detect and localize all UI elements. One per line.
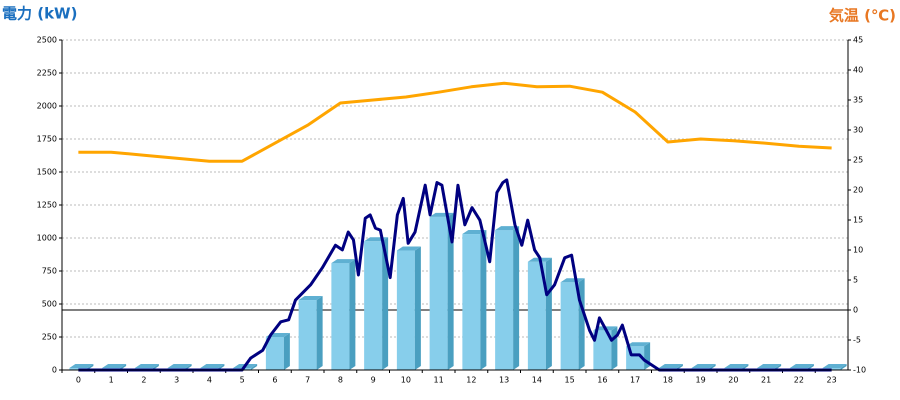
y2-tick-label: 20 [853,186,863,195]
y-tick-label: 500 [42,300,57,309]
bar-top [167,364,192,369]
y2-tick-label: 40 [853,66,863,75]
x-tick-label: 8 [338,376,343,385]
bar-top [658,364,683,369]
x-tick-label: 9 [371,376,376,385]
bar-front [364,241,383,370]
x-tick-label: 20 [728,376,738,385]
y2-tick-label: 25 [853,156,863,165]
bar-front [298,300,317,370]
bar-side [545,257,552,370]
bar-top [200,364,225,369]
x-tick-label: 12 [466,376,476,385]
bar-side [644,342,651,370]
bar-top [724,364,749,369]
y-tick-label: 1750 [37,135,57,144]
y2-tick-label: 10 [853,246,863,255]
bar-top [495,226,520,231]
x-tick-label: 10 [401,376,411,385]
bar-top [102,364,127,369]
y2-tick-label: 35 [853,96,863,105]
bar-side [251,364,258,370]
bar-top [69,364,94,369]
bar-side [447,212,454,370]
bar-front [593,330,612,370]
bar-top [789,364,814,369]
bar-top [560,278,585,283]
y-tick-label: 250 [42,333,57,342]
x-tick-label: 14 [532,376,542,385]
x-tick-label: 15 [565,376,575,385]
x-tick-label: 19 [696,376,706,385]
bar-front [560,282,579,370]
bar-front [495,230,514,370]
x-tick-label: 21 [761,376,771,385]
y2-tick-label: 15 [853,216,863,225]
x-tick-label: 7 [305,376,310,385]
y2-tick-label: 45 [853,36,863,45]
x-tick-label: 3 [174,376,179,385]
bar-side [316,296,323,370]
bar-front [429,216,448,370]
bar-top [691,364,716,369]
bar-side [513,226,520,370]
y2-tick-label: -5 [853,336,861,345]
x-tick-label: 4 [207,376,212,385]
y-tick-label: 750 [42,267,57,276]
bar-side [349,259,356,370]
bar-side [611,326,618,370]
bar-side [840,364,847,370]
y-tick-label: 1000 [37,234,57,243]
bar-side [283,333,290,370]
bar-side [414,246,421,370]
y-tick-label: 2500 [37,36,57,45]
x-tick-label: 22 [794,376,804,385]
x-tick-label: 23 [827,376,837,385]
x-tick-label: 2 [141,376,146,385]
x-tick-label: 0 [76,376,81,385]
y-tick-label: 2000 [37,102,57,111]
y2-axis-title: 気温 (℃) [829,7,896,25]
y-axis-title: 電力 (kW) [2,5,77,23]
y2-tick-label: -10 [853,366,866,375]
bar-top [298,296,323,301]
y-tick-label: 1250 [37,201,57,210]
y-tick-label: 0 [52,366,57,375]
power-line [78,178,832,372]
bar-top [462,230,487,235]
x-tick-label: 1 [109,376,114,385]
bar-top [757,364,782,369]
x-tick-label: 11 [434,376,444,385]
bar-side [480,230,487,370]
x-tick-label: 6 [272,376,277,385]
bar-side [382,237,389,370]
y-tick-label: 2250 [37,69,57,78]
bar-front [265,337,284,370]
bar-top [396,246,421,251]
y2-tick-label: 30 [853,126,863,135]
y2-tick-label: 5 [853,276,858,285]
x-tick-label: 16 [597,376,607,385]
bar-top [331,259,356,264]
bar-front [462,234,481,370]
y-tick-label: 1500 [37,168,57,177]
y2-tick-label: 0 [853,306,858,315]
bar-top [134,364,159,369]
x-tick-label: 17 [630,376,640,385]
bar-top [822,364,847,369]
x-tick-label: 13 [499,376,509,385]
x-tick-label: 18 [663,376,673,385]
x-tick-label: 5 [240,376,245,385]
bar-front [527,261,546,370]
bar-front [396,250,415,370]
bar-front [331,263,350,370]
temperature-line [78,81,832,163]
bar-top [626,342,651,347]
